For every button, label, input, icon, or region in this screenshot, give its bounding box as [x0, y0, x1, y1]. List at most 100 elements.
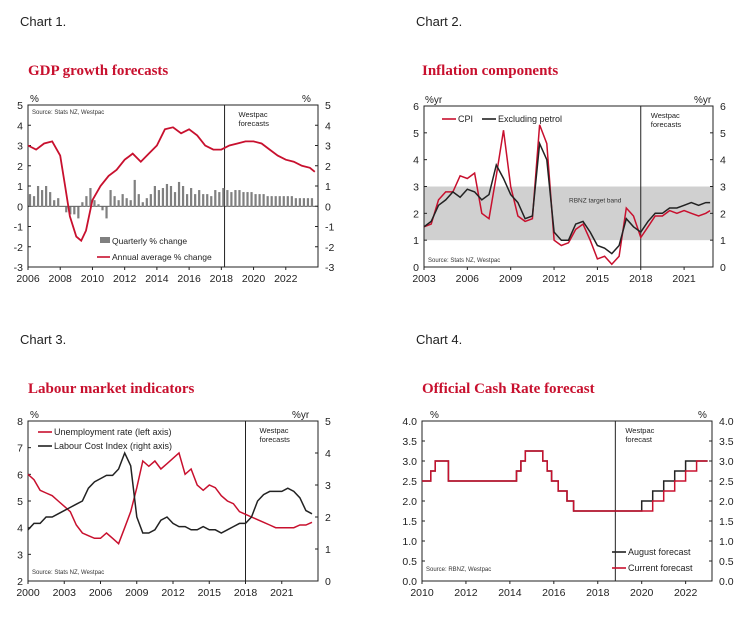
excl-petrol-line: [423, 140, 711, 255]
gdp-bar: [93, 200, 96, 207]
gdp-bar: [40, 190, 44, 207]
gdp-bar: [97, 204, 100, 207]
legend-label-bars: Quarterly % change: [112, 236, 187, 246]
x-tick-label: 2008: [49, 273, 73, 285]
gdp-bar: [65, 206, 68, 213]
x-tick-label: 2022: [274, 273, 298, 285]
x-tick-label: 2016: [542, 587, 566, 599]
chart2-plot: RBNZ target band 0 1 2 3 4 5 6 0 1 2 3 4 5 6 2003 2006 20…: [412, 95, 726, 285]
y-tick-label: 5: [413, 128, 419, 140]
legend-label-unemp: Unemployment rate (left axis): [54, 427, 172, 437]
y2-tick-label: -1: [325, 222, 334, 234]
x-tick-label: 2021: [270, 587, 294, 599]
gdp-bar: [298, 198, 301, 207]
gdp-bar: [57, 198, 60, 207]
x-tick-label: 2018: [629, 273, 653, 285]
y2-tick-label: -3: [325, 262, 334, 274]
x-tick-label: 2014: [498, 587, 522, 599]
forecast-label: forecasts: [239, 119, 270, 128]
y-tick-label: 0.0: [402, 576, 417, 588]
y2-tick-label: 1.0: [719, 536, 734, 548]
gdp-bar: [258, 194, 261, 207]
chart4-plot: 0.0 0.5 1.0 1.5 2.0 2.5 3.0 3.5 4.0 0.0 0.5 1.0 1.5 2…: [402, 410, 734, 599]
gdp-bar: [109, 190, 112, 207]
gdp-bar: [270, 196, 273, 207]
gdp-bar: [206, 194, 209, 207]
gdp-bar: [73, 206, 76, 215]
x-tick-label: 2009: [125, 587, 149, 599]
y-tick-label: 0.5: [402, 556, 417, 568]
gdp-bar: [53, 200, 56, 207]
gdp-bar: [198, 190, 201, 207]
gdp-bar: [181, 186, 185, 207]
x-tick-label: 2012: [542, 273, 566, 285]
x-tick-label: 2009: [499, 273, 523, 285]
gdp-bar: [173, 192, 177, 207]
y2-tick-label: 4: [325, 448, 331, 460]
gdp-bar: [169, 186, 173, 207]
target-band-label: RBNZ target band: [569, 198, 622, 205]
gdp-bar: [85, 196, 88, 207]
chart3-plot: 2 3 4 5 6 7 8 0 1 2 3 4 5 2000 2003 2006 2009 2012 2015 201…: [16, 410, 331, 599]
y-tick-label: 2.5: [402, 476, 417, 488]
y-tick-label: 6: [413, 101, 419, 113]
annual-avg-line: [27, 126, 316, 243]
x-tick-label: 2000: [16, 587, 40, 599]
forecast-label: Westpac: [239, 110, 268, 119]
gdp-bar: [149, 194, 152, 207]
gdp-bar: [36, 186, 40, 207]
chart4-label: Chart 4.: [416, 332, 463, 347]
forecast-label: forecast: [625, 435, 653, 444]
forecast-label: Westpac: [625, 426, 654, 435]
source-note: Source: Stats NZ, Westpac: [428, 258, 500, 264]
y-tick-label: 8: [17, 416, 23, 428]
y2-tick-label: 3: [720, 182, 726, 194]
source-note: Source: Stats NZ, Westpac: [32, 570, 104, 576]
y-tick-label: 1: [413, 235, 419, 247]
source-note: Source: Stats NZ, Westpac: [32, 110, 104, 116]
x-tick-label: 2018: [586, 587, 610, 599]
right-unit: %: [302, 94, 311, 105]
legend-label-excl: Excluding petrol: [498, 114, 562, 124]
y2-tick-label: 2: [720, 208, 726, 220]
y-tick-label: 2: [17, 576, 23, 588]
gdp-bar: [105, 206, 108, 219]
y-tick-label: 1.0: [402, 536, 417, 548]
lci-line: [27, 451, 313, 534]
chart2-label: Chart 2.: [416, 14, 463, 29]
x-tick-label: 2012: [454, 587, 478, 599]
y2-tick-label: -2: [325, 242, 334, 254]
legend-label-cpi: CPI: [458, 114, 473, 124]
y2-tick-label: 1: [325, 181, 331, 193]
gdp-bar: [202, 194, 205, 207]
y2-tick-label: 3.0: [719, 456, 734, 468]
chart3-panel: Chart 3. Labour market indicators 2 3 4 5 6 7…: [0, 318, 376, 629]
gdp-bar: [69, 206, 72, 215]
gdp-bar: [121, 194, 124, 207]
gdp-bar: [125, 198, 128, 207]
x-tick-label: 2003: [412, 273, 436, 285]
y2-tick-label: 5: [720, 128, 726, 140]
y2-tick-label: 4: [720, 155, 726, 167]
gdp-bar: [302, 198, 306, 207]
x-tick-label: 2020: [630, 587, 654, 599]
current-forecast-line: [422, 450, 708, 512]
chart1-label: Chart 1.: [20, 14, 67, 29]
gdp-bar: [77, 206, 80, 219]
gdp-bar: [141, 202, 144, 207]
gdp-bar: [28, 194, 32, 207]
chart2-title: Inflation components: [422, 63, 559, 79]
right-unit: %: [698, 410, 707, 421]
gdp-bar: [129, 200, 132, 207]
gdp-bar: [133, 179, 136, 207]
x-tick-label: 2015: [586, 273, 610, 285]
y-tick-label: 3.0: [402, 456, 417, 468]
y-tick-label: 4: [413, 155, 419, 167]
x-tick-label: 2012: [113, 273, 137, 285]
x-tick-label: 2006: [16, 273, 40, 285]
gdp-bar: [81, 202, 84, 207]
gdp-bar: [242, 192, 245, 207]
y2-tick-label: 5: [325, 416, 331, 428]
x-tick-label: 2014: [145, 273, 169, 285]
gdp-bar: [185, 194, 189, 207]
